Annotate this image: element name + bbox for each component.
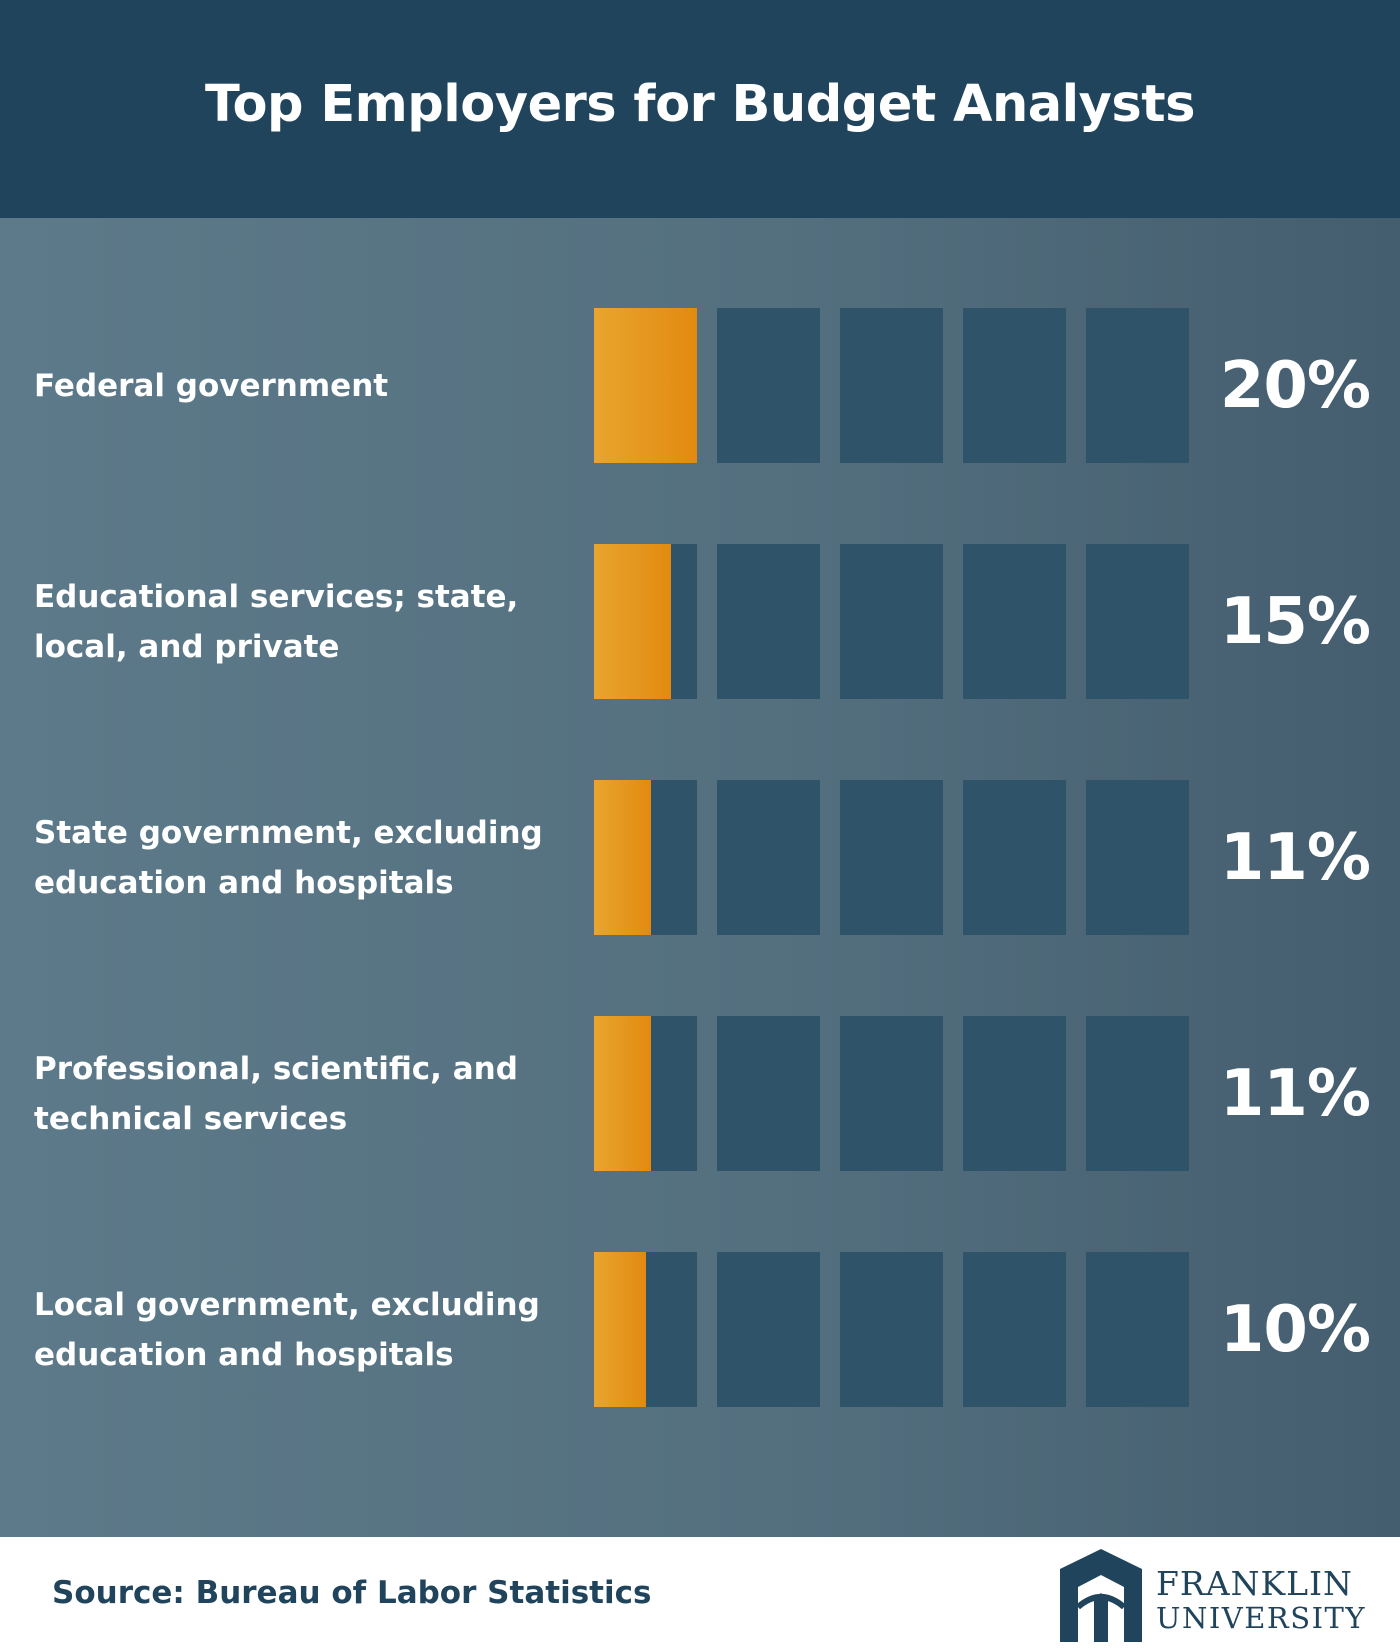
bar-fill [594, 544, 672, 699]
bar-fill [594, 1252, 646, 1407]
category-label: Professional, scientific, and technical s… [34, 1016, 554, 1171]
chart-area: Federal government 20% Educational service… [0, 218, 1400, 1537]
bar-block [840, 544, 943, 699]
category-label-line: State government, excluding [34, 814, 543, 851]
bar-block [1086, 1016, 1189, 1171]
bar-block [840, 1016, 943, 1171]
bar-block [1086, 544, 1189, 699]
bar-block [594, 544, 697, 699]
category-label: Federal government [34, 308, 554, 463]
category-label: Local government, excluding education and… [34, 1252, 554, 1407]
bar-block [1086, 308, 1189, 463]
bar-block [717, 1016, 820, 1171]
value-label: 20% [1219, 348, 1371, 423]
bar-block [594, 1016, 697, 1171]
category-label-line: Professional, scientific, and [34, 1050, 518, 1087]
category-label: Educational services; state, local, and p… [34, 544, 554, 699]
category-label-line: education and hospitals [34, 1336, 454, 1373]
value-label: 11% [1219, 820, 1371, 895]
bar-block [963, 308, 1066, 463]
bar-block [717, 544, 820, 699]
logo-line2: UNIVERSITY [1156, 1601, 1367, 1635]
category-label-line: education and hospitals [34, 864, 454, 901]
category-label: State government, excluding education and… [34, 780, 554, 935]
chart-title: Top Employers for Budget Analysts [205, 74, 1195, 134]
value-label: 10% [1219, 1292, 1371, 1367]
bar-fill [594, 1016, 651, 1171]
bar-block [717, 780, 820, 935]
category-label-line: Educational services; state, [34, 578, 519, 615]
category-label-line: technical services [34, 1100, 348, 1137]
source-text: Source: Bureau of Labor Statistics [52, 1575, 652, 1611]
bar-block [1086, 1252, 1189, 1407]
bar-block [840, 1252, 943, 1407]
value-label: 15% [1219, 584, 1371, 659]
bar-block [594, 1252, 697, 1407]
franklin-university-logo: FRANKLIN UNIVERSITY [1056, 1547, 1386, 1642]
bar-block [594, 780, 697, 935]
header: Top Employers for Budget Analysts [0, 0, 1400, 218]
category-label-line: local, and private [34, 628, 340, 665]
bar-block [963, 1252, 1066, 1407]
franklin-arch-icon [1060, 1549, 1142, 1642]
footer: Source: Bureau of Labor Statistics FRANK… [0, 1537, 1400, 1649]
value-label: 11% [1219, 1056, 1371, 1131]
logo-line1: FRANKLIN [1156, 1564, 1353, 1603]
bar-block [1086, 780, 1189, 935]
bar-fill [594, 308, 697, 463]
bar-block [717, 308, 820, 463]
bar-block [963, 544, 1066, 699]
bar-block [840, 308, 943, 463]
bar-block [717, 1252, 820, 1407]
category-label-line: Local government, excluding [34, 1286, 540, 1323]
bar-fill [594, 780, 651, 935]
bar-block [963, 1016, 1066, 1171]
category-label-line: Federal government [34, 367, 389, 404]
bar-block [963, 780, 1066, 935]
bar-block [594, 308, 697, 463]
bar-block [840, 780, 943, 935]
